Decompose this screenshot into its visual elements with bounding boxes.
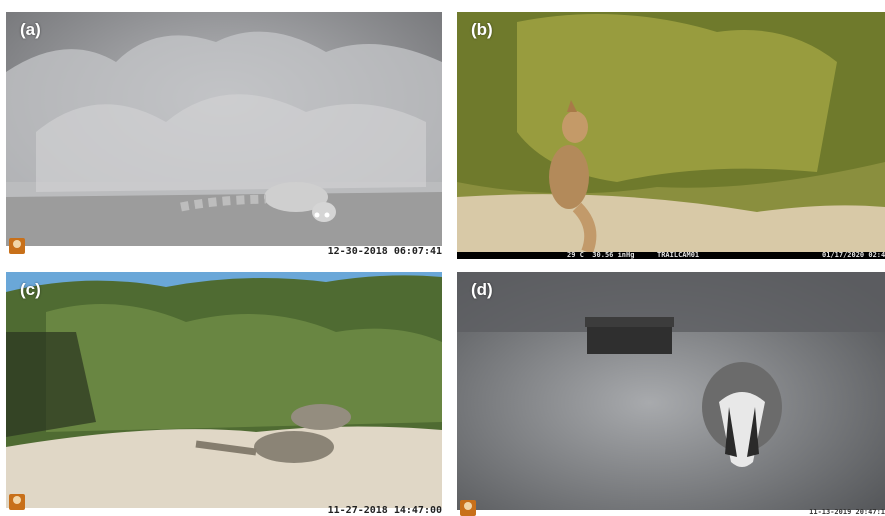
photo-b-image [457, 12, 885, 252]
photo-d: (d) [457, 272, 885, 510]
bushnell-logo-d [460, 500, 476, 516]
photo-c: (c) [6, 272, 442, 508]
panel-label-c: (c) [20, 280, 41, 299]
photo-b: (b) [457, 12, 885, 252]
stamp-bar-b [457, 252, 885, 259]
timestamp-c: 11-27-2018 14:47:00 [327, 505, 442, 516]
timestamp-d: 11-13-2019 20:47:1 [809, 508, 885, 516]
camera-name-b: TRAILCAM01 [657, 251, 700, 259]
photo-d-image [457, 272, 885, 510]
stamp-bar-c [6, 508, 442, 516]
temperature-b: 29 C 30.56 inHg [567, 251, 635, 259]
timestamp-a: 12-30-2018 06:07:41 [327, 246, 442, 257]
bushnell-logo-a [9, 238, 25, 254]
panel-label-b: (b) [471, 20, 493, 39]
pressure-b: 30.56 inHg [592, 251, 635, 259]
photo-a: (a) [6, 12, 442, 258]
stamp-bar-a [6, 246, 442, 258]
panel-label-a: (a) [20, 20, 41, 39]
bushnell-logo-c [9, 494, 25, 510]
panel-label-d: (d) [471, 280, 493, 299]
photo-c-image [6, 272, 442, 508]
photo-a-image [6, 12, 442, 258]
datetime-b: 01/17/2020 02:42PM [822, 251, 885, 259]
